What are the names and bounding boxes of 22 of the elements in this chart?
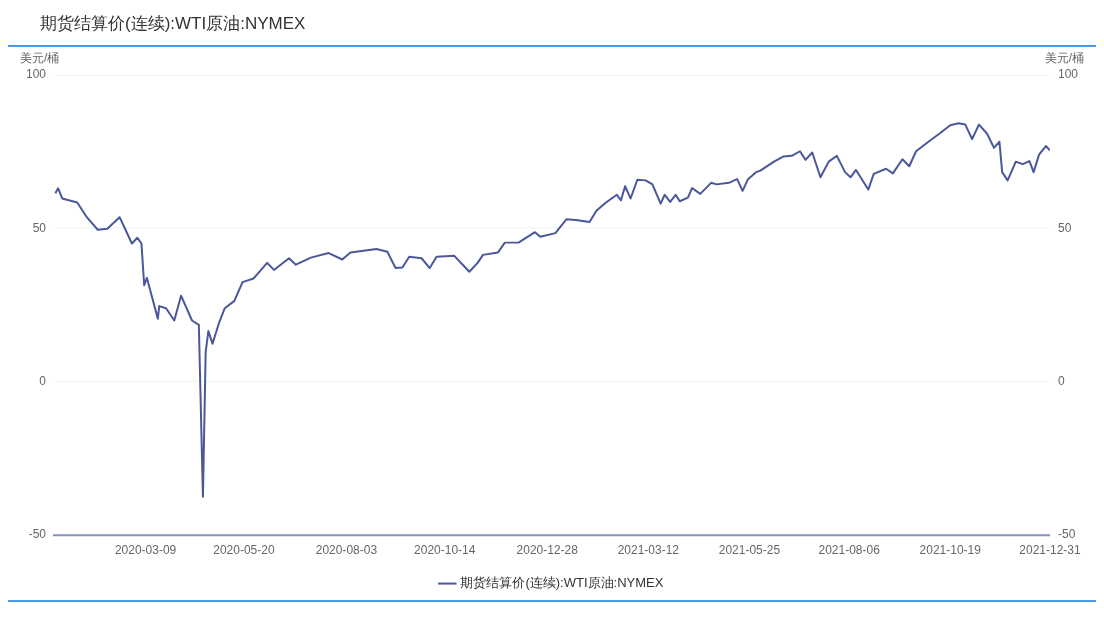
x-tick-label: 2021-05-25 <box>718 543 781 558</box>
y-tick-label: 100 <box>26 67 47 82</box>
y-tick-label: -50 <box>28 527 47 542</box>
y2-tick-label: 50 <box>1057 220 1072 235</box>
x-tick-label: 2020-05-20 <box>213 543 275 558</box>
y-axis-title: 美元/桶 <box>20 51 60 66</box>
x-tick-label: 2020-12-28 <box>516 543 579 558</box>
y2-tick-label: -50 <box>1057 527 1076 542</box>
x-tick-label: 2020-03-09 <box>114 543 177 558</box>
x-tick-label: 2020-10-14 <box>414 543 476 558</box>
y-tick-label: 50 <box>32 220 47 235</box>
y2-tick-label: 0 <box>1057 373 1065 388</box>
x-tick-label: 2021-03-12 <box>617 543 680 558</box>
x-tick-label: 2021-08-06 <box>818 543 881 558</box>
x-tick-label: 2020-08-03 <box>315 543 378 558</box>
chart-title: 期货结算价(连续):WTI原油:NYMEX <box>8 8 1096 47</box>
x-tick-label: 2021-12-31 <box>1019 543 1081 558</box>
y2-axis-title: 美元/桶 <box>1044 51 1084 66</box>
y2-tick-label: 100 <box>1057 67 1079 82</box>
y-tick-label: 0 <box>39 373 47 388</box>
legend-label: 期货结算价(连续):WTI原油:NYMEX <box>460 575 664 591</box>
x-tick-label: 2021-10-19 <box>919 543 982 558</box>
